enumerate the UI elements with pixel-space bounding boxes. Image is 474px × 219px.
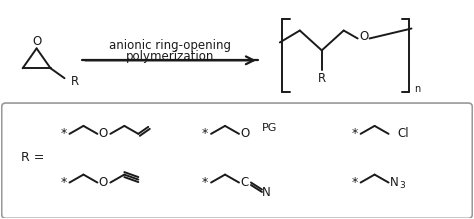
Text: O: O [99, 176, 108, 189]
Text: R: R [71, 75, 79, 88]
Text: Cl: Cl [398, 127, 409, 140]
Text: *: * [352, 127, 358, 140]
Text: R =: R = [21, 151, 44, 164]
Text: *: * [60, 127, 67, 140]
Text: C: C [241, 176, 249, 189]
Text: N: N [390, 176, 399, 189]
Text: O: O [99, 127, 108, 140]
Text: *: * [60, 176, 67, 189]
Text: O: O [359, 30, 368, 43]
Text: O: O [240, 127, 250, 140]
FancyBboxPatch shape [2, 103, 472, 218]
Text: *: * [202, 176, 208, 189]
Text: N: N [262, 186, 270, 199]
Text: polymerization: polymerization [126, 50, 214, 63]
Text: 3: 3 [400, 181, 405, 190]
Text: n: n [414, 84, 420, 94]
Text: *: * [352, 176, 358, 189]
Text: O: O [32, 35, 41, 48]
Text: *: * [202, 127, 208, 140]
Text: anionic ring-opening: anionic ring-opening [109, 39, 231, 52]
Text: PG: PG [262, 123, 277, 133]
Text: R: R [318, 72, 326, 85]
